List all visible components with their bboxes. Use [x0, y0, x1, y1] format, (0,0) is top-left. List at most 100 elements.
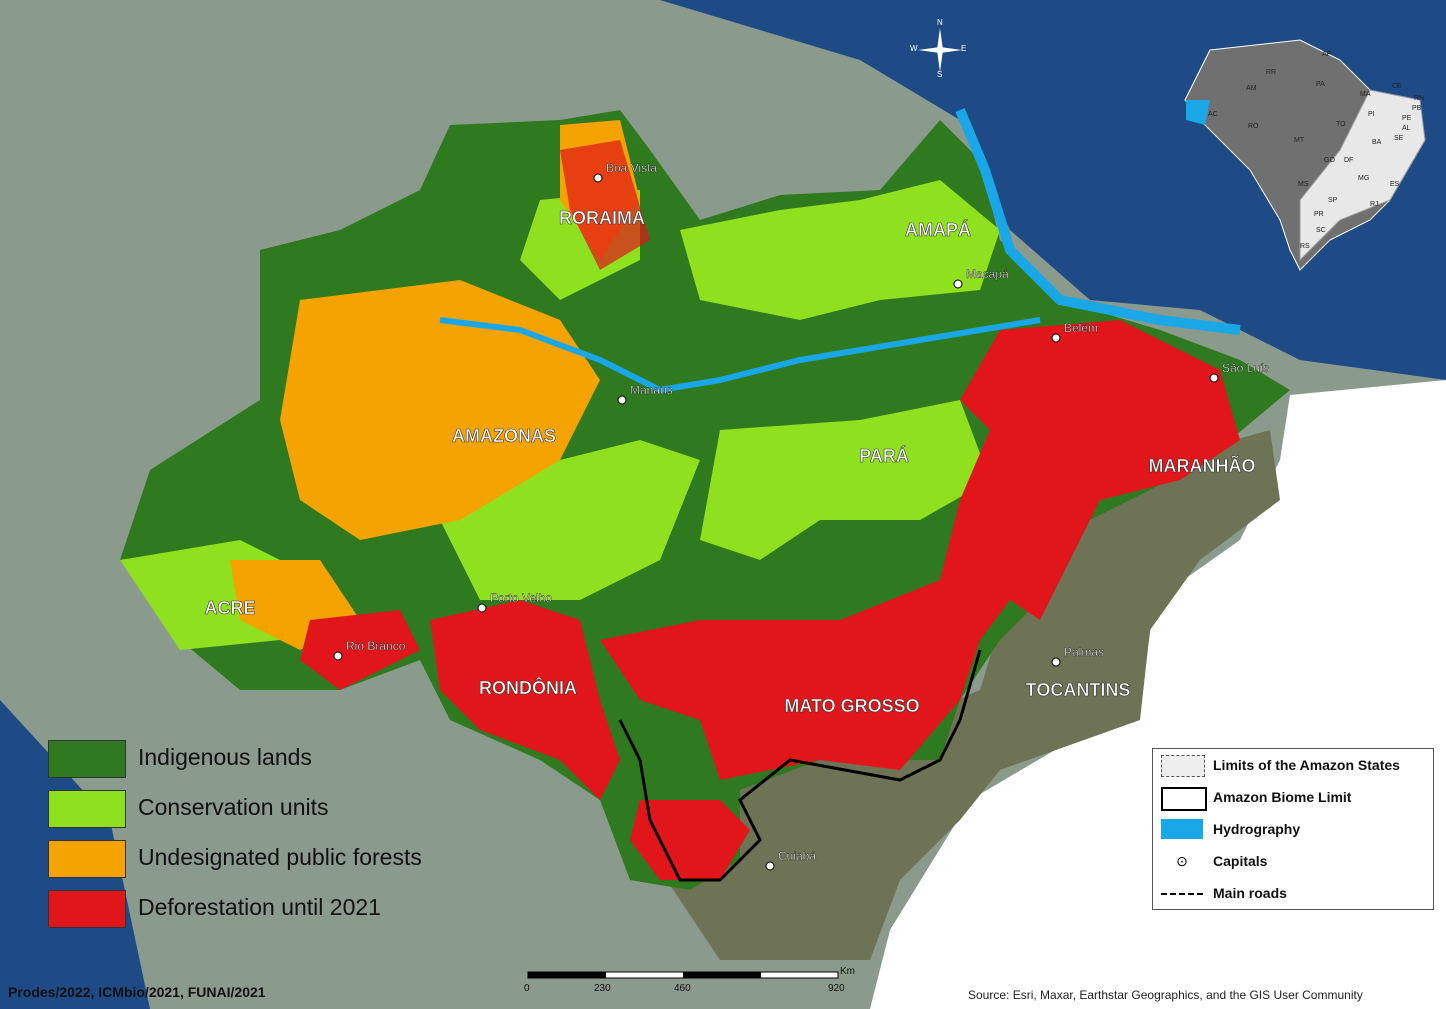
cerrado-region: [620, 430, 1280, 960]
legend-box-label: Hydrography: [1213, 821, 1301, 837]
legend-item: Undesignated public forests: [48, 836, 528, 886]
scale-bar: [527, 971, 839, 979]
inset-state-label: RS: [1300, 243, 1310, 250]
capital-label: São Luís: [1222, 361, 1269, 375]
inset-state-label: PR: [1314, 211, 1324, 218]
state-label: RORAIMA: [559, 208, 645, 228]
inset-state-label: BA: [1372, 139, 1382, 146]
legend-box-label: Amazon Biome Limit: [1213, 789, 1352, 805]
capital-marker: [765, 861, 775, 871]
blue-fill-icon: [1161, 819, 1203, 839]
capital-label: Rio Branco: [346, 639, 406, 653]
inset-state-label: DF: [1344, 157, 1353, 164]
legend-item: Deforestation until 2021: [48, 886, 528, 936]
legend-item: Conservation units: [48, 786, 528, 836]
basemap-source: Source: Esri, Maxar, Earthstar Geographi…: [968, 988, 1363, 1002]
inset-state-label: AM: [1246, 85, 1257, 92]
inset-state-label: SE: [1394, 135, 1404, 142]
state-label: RONDÔNIA: [479, 677, 577, 698]
legend-label: Undesignated public forests: [138, 844, 422, 870]
state-label: AMAPÁ: [905, 219, 971, 240]
state-label: MATO GROSSO: [784, 696, 919, 716]
swatch-indigenous: [48, 740, 126, 778]
capital-label: Macapá: [966, 267, 1009, 281]
state-label: AMAZONAS: [452, 426, 556, 446]
inset-state-label: ES: [1390, 181, 1400, 188]
deforestation-acre: [300, 610, 420, 690]
inset-state-label: SC: [1316, 227, 1326, 234]
inset-state-label: AL: [1402, 125, 1411, 132]
inset-state-label: PE: [1402, 115, 1412, 122]
scale-tick: 0: [524, 983, 530, 994]
scale-tick: 920: [828, 983, 845, 994]
capital-marker: [953, 279, 963, 289]
main-legend: Indigenous lands Conservation units Unde…: [48, 736, 528, 936]
legend-item: Indigenous lands: [48, 736, 528, 786]
legend-box-item: ⊙ Capitals: [1153, 845, 1433, 877]
capital-marker: [1051, 333, 1061, 343]
state-label: ACRE: [204, 598, 255, 618]
legend-box-label: Capitals: [1213, 853, 1268, 869]
compass-n: N: [937, 18, 943, 27]
legend-box-label: Main roads: [1213, 885, 1287, 901]
deforestation-mt-south: [630, 800, 750, 880]
legend-box-item: Amazon Biome Limit: [1153, 781, 1433, 813]
state-label: MARANHÃO: [1149, 455, 1256, 476]
secondary-legend: Limits of the Amazon States Amazon Biome…: [1152, 748, 1434, 910]
capital-label: Manaus: [630, 383, 673, 397]
legend-label: Conservation units: [138, 794, 329, 820]
capital-marker: [333, 651, 343, 661]
conservation-patch-north: [680, 180, 1000, 320]
capital-marker: [617, 395, 627, 405]
deforestation-rondonia: [430, 600, 620, 800]
legend-box-item: Limits of the Amazon States: [1153, 749, 1433, 781]
state-label: TOCANTINS: [1026, 680, 1131, 700]
scale-tick: 460: [674, 983, 691, 994]
swatch-undesignated: [48, 840, 126, 878]
inset-state-label: PI: [1368, 111, 1375, 118]
conservation-patch-para: [700, 400, 990, 560]
deforestation-roraima: [560, 140, 650, 270]
inset-state-label: RO: [1248, 123, 1259, 130]
capital-label: Palmas: [1064, 645, 1104, 659]
legend-label: Deforestation until 2021: [138, 894, 381, 920]
data-credits: Prodes/2022, ICMbio/2021, FUNAI/2021: [8, 984, 266, 1000]
inset-state-label: TO: [1336, 121, 1346, 128]
inset-state-label: PB: [1412, 105, 1422, 112]
legend-box-item: Hydrography: [1153, 813, 1433, 845]
inset-state-label: GO: [1324, 157, 1335, 164]
coastal-hydrography: [955, 108, 1241, 335]
scale-unit: Km: [840, 966, 855, 977]
inset-state-label: MG: [1358, 175, 1369, 182]
swatch-conservation: [48, 790, 126, 828]
capital-label: Porto Velho: [490, 591, 552, 605]
inset-state-label: RR: [1266, 69, 1276, 76]
capital-marker: [1051, 657, 1061, 667]
inset-state-label: MA: [1360, 91, 1371, 98]
legend-label: Indigenous lands: [138, 744, 312, 770]
scale-tick: 230: [594, 983, 611, 994]
inset-state-label: MT: [1294, 137, 1305, 144]
dot-in-circle-icon: ⊙: [1176, 853, 1188, 869]
capital-label: Cuiabá: [778, 849, 816, 863]
capital-label: Boa Vista: [606, 161, 657, 175]
capital-marker: [477, 603, 487, 613]
inset-state-label: PA: [1316, 81, 1325, 88]
compass-rose-icon: N S E W: [910, 18, 968, 79]
dashed-box-icon: [1161, 755, 1205, 777]
capital-label: Belém: [1064, 321, 1098, 335]
conservation-patch-amazonas: [440, 440, 700, 600]
state-label: PARÁ: [859, 445, 909, 466]
inset-state-label: RN: [1414, 95, 1424, 102]
inset-state-label: AC: [1208, 111, 1218, 118]
dash-dot-line-icon: [1161, 883, 1203, 895]
inset-state-label: CE: [1392, 83, 1402, 90]
capitals: Boa Vista Macapá Belém São Luís Manaus Porto …: [333, 161, 1270, 871]
legend-box-item: Main roads: [1153, 877, 1433, 909]
inset-state-label: SP: [1328, 197, 1338, 204]
capital-marker: [593, 173, 603, 183]
inset-state-label: MS: [1298, 181, 1309, 188]
state-labels: RORAIMA AMAPÁ AMAZONAS PARÁ MARANHÃO ACRE ROND…: [204, 208, 1256, 717]
